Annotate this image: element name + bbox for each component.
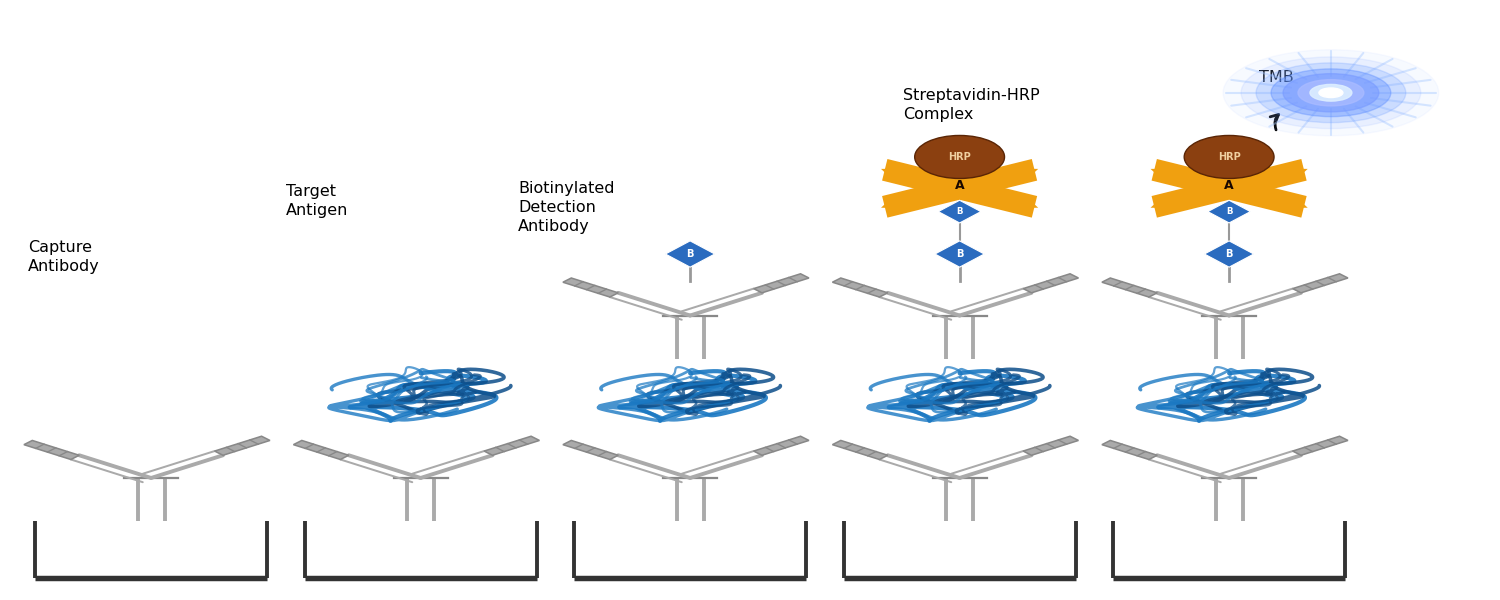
Polygon shape <box>1293 274 1348 293</box>
Polygon shape <box>1150 197 1179 208</box>
Polygon shape <box>934 241 984 267</box>
Polygon shape <box>1010 197 1038 208</box>
Polygon shape <box>1293 436 1348 455</box>
Polygon shape <box>833 440 888 460</box>
Text: Biotinylated
Detection
Antibody: Biotinylated Detection Antibody <box>518 181 615 234</box>
Polygon shape <box>880 169 910 179</box>
Polygon shape <box>880 197 910 208</box>
Text: B: B <box>1226 207 1233 216</box>
Polygon shape <box>753 436 808 455</box>
Text: B: B <box>956 249 963 259</box>
Polygon shape <box>484 436 540 455</box>
Text: A: A <box>956 179 964 193</box>
Polygon shape <box>753 274 808 293</box>
Circle shape <box>1270 69 1390 116</box>
Text: Capture
Antibody: Capture Antibody <box>28 240 100 274</box>
Polygon shape <box>294 440 348 460</box>
Polygon shape <box>1278 169 1308 179</box>
Polygon shape <box>666 241 716 267</box>
Circle shape <box>1240 57 1420 128</box>
Polygon shape <box>214 436 270 455</box>
Text: A: A <box>1224 179 1234 193</box>
Text: B: B <box>687 249 694 259</box>
Text: TMB: TMB <box>1258 70 1294 85</box>
Polygon shape <box>1010 169 1038 179</box>
Text: B: B <box>957 207 963 216</box>
Ellipse shape <box>1184 136 1274 178</box>
Polygon shape <box>833 278 888 297</box>
Text: Streptavidin-HRP
Complex: Streptavidin-HRP Complex <box>903 88 1040 122</box>
Ellipse shape <box>915 136 1005 178</box>
Polygon shape <box>1208 200 1251 223</box>
Circle shape <box>1256 63 1406 122</box>
Circle shape <box>1222 50 1438 136</box>
Polygon shape <box>1204 241 1254 267</box>
Polygon shape <box>939 200 981 223</box>
Text: HRP: HRP <box>1218 152 1240 162</box>
Text: Target
Antigen: Target Antigen <box>286 184 348 218</box>
Polygon shape <box>1278 197 1308 208</box>
Circle shape <box>1318 88 1342 98</box>
Text: B: B <box>1226 249 1233 259</box>
Polygon shape <box>562 440 618 460</box>
Polygon shape <box>1023 274 1078 293</box>
Polygon shape <box>24 440 80 460</box>
Circle shape <box>1282 74 1378 112</box>
Polygon shape <box>1150 169 1179 179</box>
Polygon shape <box>1023 436 1078 455</box>
Polygon shape <box>1102 440 1156 460</box>
Polygon shape <box>562 278 618 297</box>
Polygon shape <box>1102 278 1156 297</box>
Text: HRP: HRP <box>948 152 970 162</box>
Circle shape <box>1310 85 1352 101</box>
Circle shape <box>1298 80 1364 106</box>
